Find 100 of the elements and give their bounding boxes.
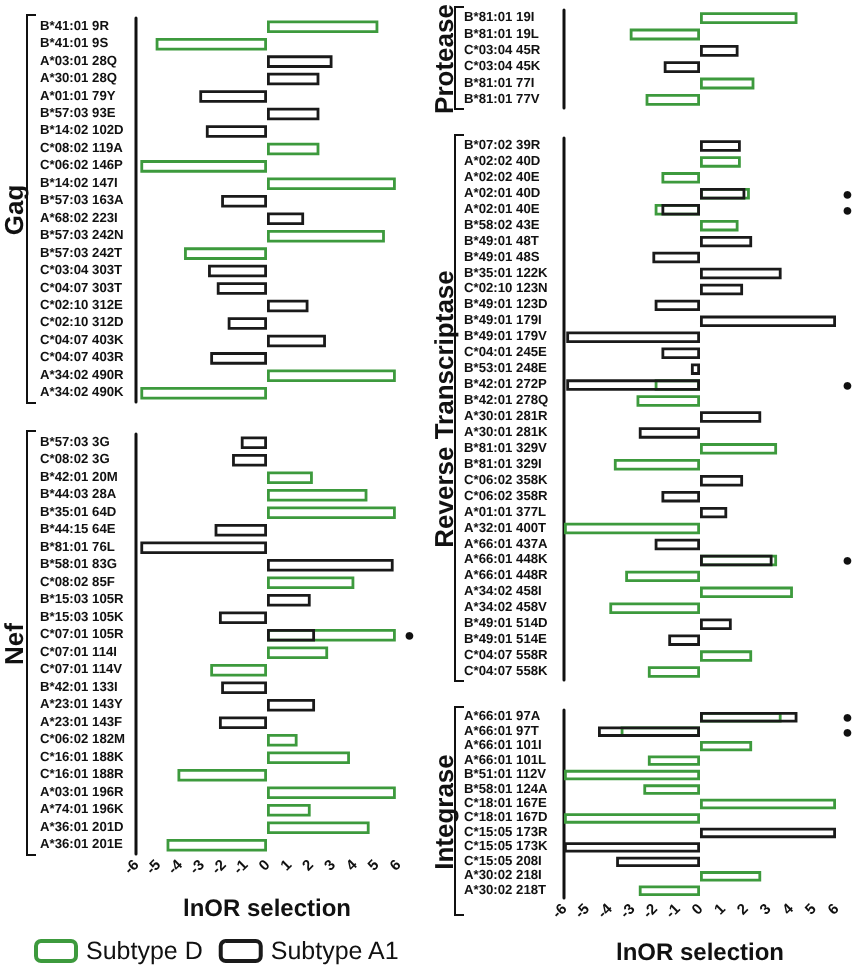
bar [700, 235, 753, 248]
bar [661, 347, 700, 359]
bar [267, 334, 326, 348]
bar [700, 219, 739, 232]
bar [208, 264, 267, 278]
bar [267, 628, 316, 642]
text: Integrase [429, 754, 459, 870]
bar [267, 471, 313, 485]
bar [700, 156, 741, 168]
bar [700, 12, 798, 25]
bar [654, 299, 700, 312]
bar [629, 28, 700, 41]
bar [700, 77, 755, 90]
bar [227, 317, 267, 330]
bar [184, 247, 267, 260]
legend-label: Subtype A1 [270, 937, 399, 965]
bar [218, 611, 267, 625]
bar [199, 90, 267, 103]
bar [166, 838, 267, 852]
bar [221, 681, 267, 695]
bar [700, 44, 739, 57]
bar [232, 453, 267, 467]
bar [564, 813, 700, 824]
bar [564, 769, 700, 781]
bar [690, 363, 700, 375]
bar [700, 315, 836, 328]
bar [267, 698, 316, 712]
text: Reverse Transcriptase [429, 270, 459, 548]
bar [613, 459, 700, 471]
bar [140, 160, 267, 173]
bar [210, 352, 267, 365]
text: ● [842, 183, 853, 204]
x-axis-title: lnOR selection [182, 894, 352, 922]
text: ● [842, 550, 853, 571]
bar [700, 475, 744, 487]
bar [661, 490, 700, 503]
bar [598, 726, 700, 737]
bar [267, 107, 320, 121]
text: ● [404, 625, 415, 646]
bar [218, 716, 267, 730]
bar [647, 666, 700, 678]
bar [638, 885, 700, 896]
text: ● [842, 375, 853, 396]
bar [267, 506, 396, 520]
bar [267, 558, 394, 572]
x-axis-title: lnOR selection [615, 938, 785, 966]
bar [616, 856, 700, 868]
bar [700, 798, 836, 810]
bar [210, 663, 267, 677]
bar [267, 786, 396, 800]
bar [267, 751, 350, 765]
bar [663, 61, 700, 74]
bar [700, 443, 778, 455]
bar [177, 768, 267, 782]
bar [216, 282, 267, 295]
bar [661, 172, 700, 184]
bar [700, 871, 762, 882]
bar [267, 177, 396, 191]
bar [240, 436, 267, 450]
bar [652, 251, 700, 264]
bar [267, 646, 329, 660]
text: Protease [429, 4, 459, 114]
text: Gag [0, 184, 29, 236]
bar [221, 194, 267, 208]
bar [700, 411, 762, 423]
bar [155, 37, 267, 51]
bar [668, 634, 700, 646]
bar [267, 72, 320, 86]
bar [267, 55, 333, 68]
bar [700, 586, 793, 599]
bar [140, 386, 267, 400]
bar [267, 20, 379, 34]
bar [636, 395, 700, 407]
bar [214, 523, 267, 537]
bar [564, 522, 700, 535]
legend-label: Subtype D [86, 937, 203, 965]
bar [267, 803, 311, 817]
bar [700, 827, 836, 839]
bar [625, 570, 700, 583]
bar [700, 650, 753, 662]
bar [609, 602, 700, 614]
bar [638, 427, 700, 439]
bar [700, 283, 744, 296]
bar [700, 267, 782, 280]
bar [643, 784, 700, 795]
bar [700, 740, 753, 752]
bar [267, 821, 370, 835]
bar [700, 618, 732, 630]
text: Nef [0, 621, 29, 665]
bar [700, 712, 798, 723]
bar [267, 488, 368, 502]
bar [267, 733, 298, 747]
bar [267, 299, 309, 313]
bar [654, 538, 700, 551]
bar [267, 369, 396, 383]
bar [205, 125, 267, 138]
bar [645, 93, 700, 106]
bar [267, 229, 385, 243]
bar [267, 212, 305, 226]
bar [647, 755, 700, 766]
